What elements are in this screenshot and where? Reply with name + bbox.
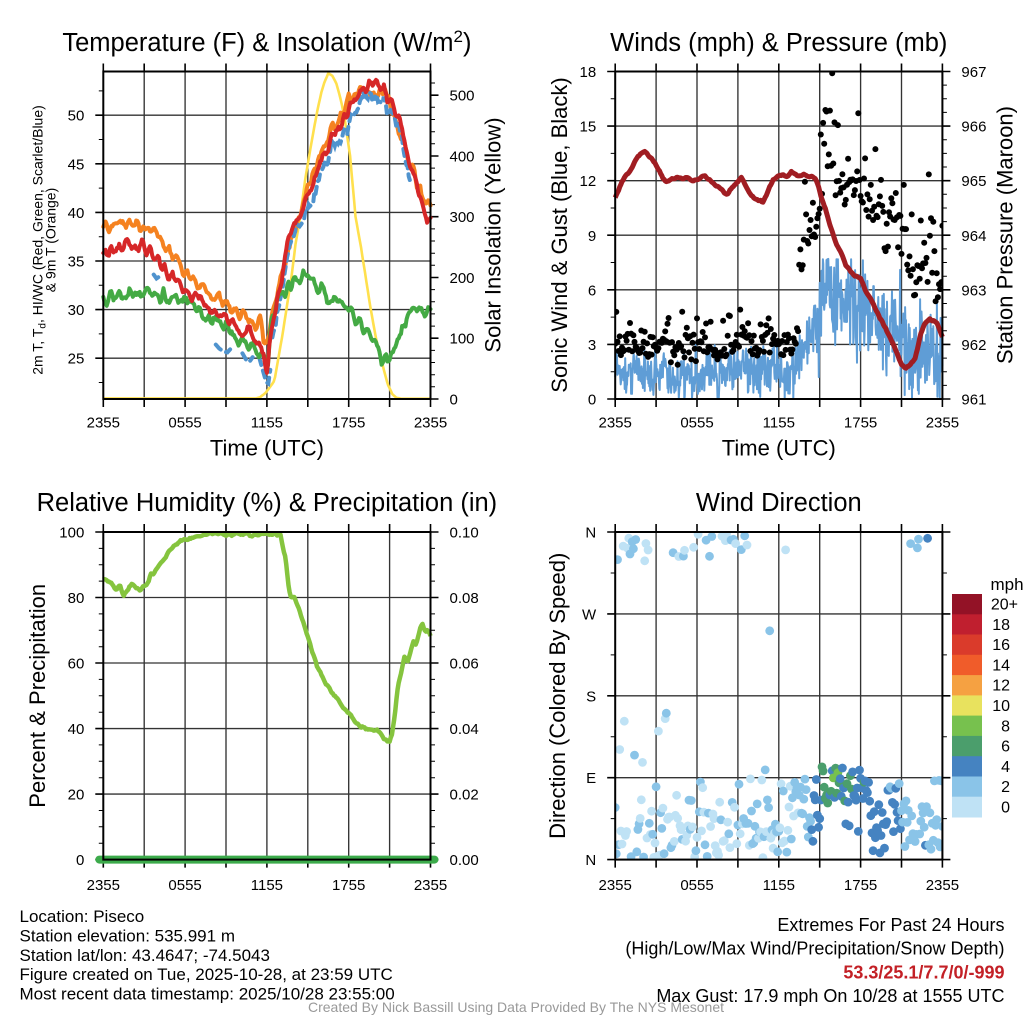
svg-text:20: 20 xyxy=(68,787,85,804)
svg-text:1755: 1755 xyxy=(844,415,877,432)
svg-text:Wind Direction: Wind Direction xyxy=(696,489,862,517)
svg-text:15: 15 xyxy=(580,119,597,136)
svg-text:2355: 2355 xyxy=(414,415,447,432)
svg-text:0555: 0555 xyxy=(680,877,713,894)
svg-text:Sonic Wind & Gust (Blue, Black: Sonic Wind & Gust (Blue, Black) xyxy=(547,77,572,392)
svg-text:30: 30 xyxy=(68,302,85,319)
svg-text:80: 80 xyxy=(68,590,85,607)
svg-text:0: 0 xyxy=(450,392,458,409)
svg-text:Winds (mph) & Pressure (mb): Winds (mph) & Pressure (mb) xyxy=(610,29,947,57)
svg-text:9: 9 xyxy=(588,228,596,245)
svg-text:Created By Nick Bassill Using: Created By Nick Bassill Using Data Provi… xyxy=(308,999,724,1015)
svg-text:Extremes For Past 24 Hours: Extremes For Past 24 Hours xyxy=(777,915,1004,935)
svg-text:0: 0 xyxy=(76,852,84,869)
svg-text:(High/Low/Max Wind/Precipitati: (High/Low/Max Wind/Precipitation/Snow De… xyxy=(625,939,1004,959)
svg-text:0555: 0555 xyxy=(168,415,201,432)
svg-text:Location: Piseco: Location: Piseco xyxy=(20,907,145,926)
svg-text:3: 3 xyxy=(588,337,596,354)
svg-text:0555: 0555 xyxy=(680,415,713,432)
svg-text:2: 2 xyxy=(1001,779,1010,796)
svg-text:6: 6 xyxy=(588,282,596,299)
svg-text:1155: 1155 xyxy=(251,415,283,432)
svg-text:100: 100 xyxy=(450,331,475,348)
svg-text:0.10: 0.10 xyxy=(450,525,479,542)
svg-text:200: 200 xyxy=(450,270,475,287)
svg-text:Temperature (F) & Insolation (: Temperature (F) & Insolation (W/m2) xyxy=(62,27,471,57)
svg-text:0.08: 0.08 xyxy=(450,590,479,607)
svg-text:0.04: 0.04 xyxy=(450,721,479,738)
svg-text:4: 4 xyxy=(1001,759,1010,776)
svg-text:100: 100 xyxy=(59,525,84,542)
svg-text:12: 12 xyxy=(580,173,597,190)
svg-text:& 9m T (Orange): & 9m T (Orange) xyxy=(43,188,59,293)
svg-text:16: 16 xyxy=(992,637,1010,654)
svg-text:961: 961 xyxy=(961,392,986,409)
svg-text:1155: 1155 xyxy=(763,877,795,894)
svg-text:2m T, Td, HI/WC (Red, Green, S: 2m T, Td, HI/WC (Red, Green, Scarlet/Blu… xyxy=(30,105,49,375)
svg-text:40: 40 xyxy=(68,205,85,222)
svg-text:Direction (Colored By Speed): Direction (Colored By Speed) xyxy=(545,553,570,839)
svg-text:10: 10 xyxy=(992,698,1010,715)
svg-text:1755: 1755 xyxy=(332,877,365,894)
svg-text:8: 8 xyxy=(1001,718,1010,735)
svg-text:1155: 1155 xyxy=(763,415,795,432)
svg-text:1755: 1755 xyxy=(844,877,877,894)
svg-text:0: 0 xyxy=(588,392,596,409)
svg-text:Figure created on Tue, 2025-10: Figure created on Tue, 2025-10-28, at 23… xyxy=(20,965,393,984)
svg-text:12: 12 xyxy=(992,678,1010,695)
svg-text:Most recent data timestamp: 20: Most recent data timestamp: 2025/10/28 2… xyxy=(20,985,395,1004)
svg-text:0.00: 0.00 xyxy=(450,852,479,869)
svg-text:0: 0 xyxy=(1001,799,1010,816)
svg-text:Station Pressure (Maroon): Station Pressure (Maroon) xyxy=(993,106,1018,364)
svg-text:60: 60 xyxy=(68,656,85,673)
svg-text:963: 963 xyxy=(961,282,986,299)
svg-text:S: S xyxy=(586,688,596,705)
svg-text:14: 14 xyxy=(992,658,1010,675)
svg-text:W: W xyxy=(582,606,597,623)
svg-text:0.06: 0.06 xyxy=(450,656,479,673)
svg-text:964: 964 xyxy=(961,228,986,245)
svg-text:2355: 2355 xyxy=(926,877,959,894)
svg-text:400: 400 xyxy=(450,149,475,166)
svg-text:E: E xyxy=(586,770,596,787)
svg-text:300: 300 xyxy=(450,209,475,226)
svg-text:Percent & Precipitation: Percent & Precipitation xyxy=(25,584,50,808)
svg-text:18: 18 xyxy=(992,617,1010,634)
svg-text:35: 35 xyxy=(68,254,85,271)
svg-text:N: N xyxy=(585,852,596,869)
svg-text:40: 40 xyxy=(68,721,85,738)
svg-text:2355: 2355 xyxy=(926,415,959,432)
svg-text:Max Gust: 17.9 mph On 10/28 at: Max Gust: 17.9 mph On 10/28 at 1555 UTC xyxy=(656,986,1004,1006)
svg-text:Station elevation: 535.991 m: Station elevation: 535.991 m xyxy=(20,926,235,945)
svg-text:50: 50 xyxy=(68,108,85,125)
svg-text:2355: 2355 xyxy=(414,877,447,894)
svg-text:1155: 1155 xyxy=(251,877,283,894)
svg-text:18: 18 xyxy=(580,64,597,81)
svg-text:mph: mph xyxy=(990,575,1023,594)
svg-text:0.02: 0.02 xyxy=(450,787,479,804)
svg-text:Time (UTC): Time (UTC) xyxy=(210,436,324,461)
svg-text:Relative Humidity (%) & Precip: Relative Humidity (%) & Precipitation (i… xyxy=(37,489,498,517)
svg-text:0555: 0555 xyxy=(168,877,201,894)
svg-text:962: 962 xyxy=(961,337,986,354)
svg-text:2355: 2355 xyxy=(599,877,632,894)
svg-text:6: 6 xyxy=(1001,739,1010,756)
svg-text:Solar Insolation (Yellow): Solar Insolation (Yellow) xyxy=(481,117,506,352)
svg-text:2355: 2355 xyxy=(599,415,632,432)
svg-text:500: 500 xyxy=(450,88,475,105)
svg-text:53.3/25.1/7.7/0/-999: 53.3/25.1/7.7/0/-999 xyxy=(843,962,1004,982)
svg-text:25: 25 xyxy=(68,351,85,368)
svg-text:2355: 2355 xyxy=(87,877,120,894)
svg-text:965: 965 xyxy=(961,173,986,190)
svg-text:967: 967 xyxy=(961,64,986,81)
svg-text:1755: 1755 xyxy=(332,415,365,432)
svg-text:966: 966 xyxy=(961,119,986,136)
svg-text:20+: 20+ xyxy=(991,597,1018,614)
svg-text:Station lat/lon: 43.4647; -74.: Station lat/lon: 43.4647; -74.5043 xyxy=(20,946,270,965)
svg-text:2355: 2355 xyxy=(87,415,120,432)
svg-text:N: N xyxy=(585,525,596,542)
svg-text:45: 45 xyxy=(68,156,85,173)
svg-text:Time (UTC): Time (UTC) xyxy=(722,436,836,461)
